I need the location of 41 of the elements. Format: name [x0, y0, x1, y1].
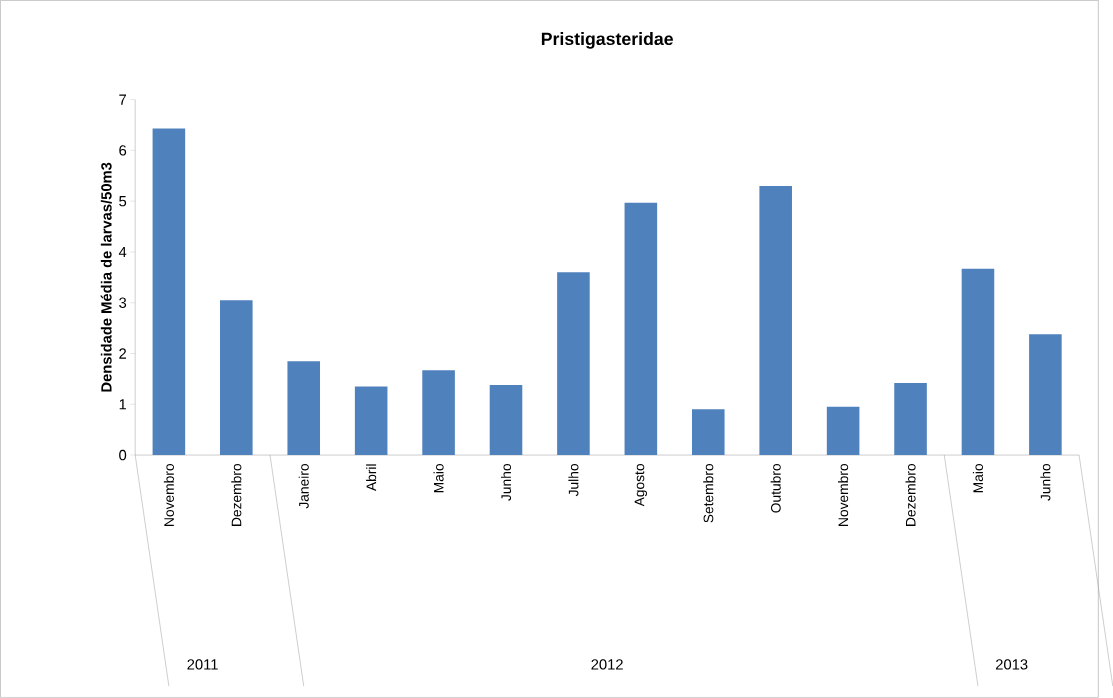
y-tick-label: 7: [119, 94, 127, 105]
bar: [759, 186, 792, 456]
bar: [152, 128, 186, 456]
x-tick-label: Setembro: [703, 464, 714, 523]
x-tick-label: Dezembro: [905, 464, 916, 526]
bar: [287, 361, 321, 456]
bar: [961, 268, 995, 456]
bar: [220, 300, 253, 456]
y-axis-title: Densidade Média de larvas/50m3: [100, 162, 112, 392]
x-tick-label: Outubro: [770, 464, 781, 513]
x-tick-label: Junho: [1040, 464, 1051, 501]
x-tick-label: Novembro: [838, 464, 849, 526]
x-tick-label: Agosto: [634, 464, 648, 507]
bar: [894, 383, 927, 456]
y-tick-label: 6: [119, 145, 127, 156]
y-tick-label: 1: [119, 399, 127, 410]
x-tick-label: Novembro: [163, 464, 174, 526]
y-tick-label: 2: [119, 348, 127, 359]
x-tick-label: Maio: [972, 464, 984, 493]
bar: [489, 385, 523, 456]
bar: [691, 409, 725, 456]
y-tick-label: 0: [119, 449, 127, 461]
x-tick-label: Junho: [500, 464, 512, 501]
x-tick-label: Dezembro: [231, 464, 242, 526]
x-tick-label: Janeiro: [298, 464, 309, 509]
bar: [826, 406, 860, 456]
x-tick-label: Abril: [366, 464, 377, 492]
bar: [354, 386, 388, 456]
bar: [557, 272, 590, 456]
bar: [422, 370, 455, 456]
y-tick-label: 3: [119, 297, 127, 309]
chart-title: Pristigasteridae: [541, 32, 673, 49]
text: 2013: [996, 659, 1028, 670]
x-tick-label: Julho: [568, 464, 579, 497]
bar: [624, 202, 658, 456]
text: 2011: [187, 659, 218, 670]
y-tick-label: 4: [118, 246, 127, 258]
x-tick-label: Maio: [433, 464, 444, 493]
bar: [1029, 334, 1062, 456]
y-tick-label: 5: [119, 196, 127, 207]
text: 2012: [591, 659, 623, 670]
